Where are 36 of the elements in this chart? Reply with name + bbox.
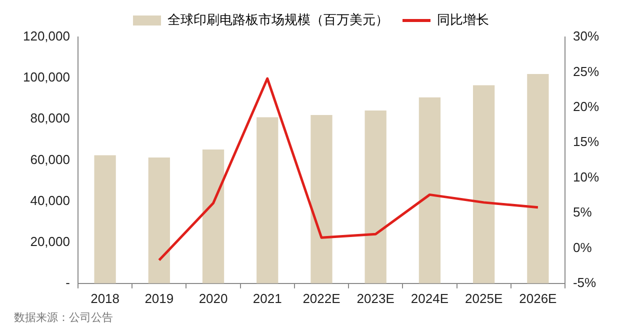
x-tick-label: 2026E [519, 290, 558, 306]
bar [418, 97, 441, 284]
y2-tick-label: -5% [572, 274, 597, 290]
y-tick-label: - [66, 274, 70, 290]
x-tick-label: 2021 [252, 290, 282, 306]
source-note: 数据来源：公司公告 [14, 310, 113, 325]
y2-tick-label: 20% [572, 98, 600, 114]
y-tick-label: 100,000 [22, 70, 70, 85]
bar [527, 74, 549, 284]
y2-tick-label: 5% [572, 204, 592, 220]
x-tick-label: 2022E [302, 290, 341, 306]
bar [310, 115, 332, 284]
y2-tick-label: 25% [572, 64, 600, 79]
y-tick-label: 60,000 [30, 152, 70, 167]
legend-label: 全球印刷电路板市场规模（百万美元） [168, 12, 388, 28]
bar [256, 117, 278, 284]
y-tick-label: 40,000 [30, 192, 70, 208]
bar [364, 110, 386, 284]
x-tick-label: 2019 [144, 290, 174, 306]
x-tick-label: 2018 [90, 290, 120, 306]
bar [472, 85, 495, 284]
bar [202, 150, 224, 284]
y-tick-label: 80,000 [30, 110, 70, 126]
y2-tick-label: 30% [572, 28, 600, 44]
y2-tick-label: 0% [572, 240, 592, 255]
x-tick-label: 2024E [410, 290, 449, 306]
y-tick-label: 20,000 [30, 234, 70, 249]
x-tick-label: 2023E [356, 290, 395, 306]
bar [148, 158, 170, 284]
x-tick-label: 2025E [465, 290, 503, 306]
bar [94, 155, 116, 284]
legend-label: 同比增长 [437, 12, 489, 28]
y2-tick-label: 10% [572, 169, 600, 184]
x-tick-label: 2020 [198, 290, 228, 306]
y2-tick-label: 15% [572, 134, 600, 150]
y-tick-label: 120,000 [22, 28, 70, 44]
